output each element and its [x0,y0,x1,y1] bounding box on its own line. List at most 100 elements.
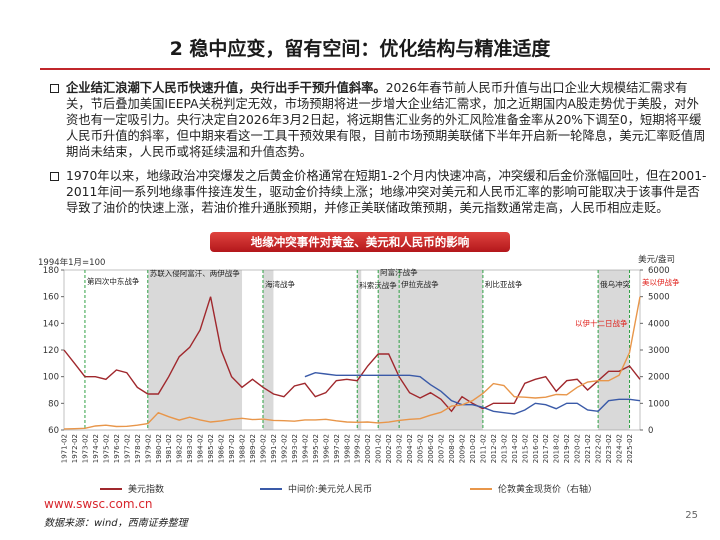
x-tick-label: 1991-02 [270,434,278,463]
x-tick-label: 2006-02 [427,434,435,463]
event-label: 利比亚战争 [485,279,523,289]
x-tick-label: 2005-02 [417,434,425,463]
slide-title: 2 稳中应变，留有空间：优化结构与精准适度 [169,38,551,60]
x-tick-label: 2008-02 [448,434,456,463]
x-tick-label: 2011-02 [479,434,487,463]
x-tick-label: 1995-02 [312,434,320,463]
bullet: 企业结汇浪潮下人民币快速升值，央行出手干预升值斜率。2026年春节前人民币升值与… [48,80,708,160]
x-tick-label: 1987-02 [228,434,236,463]
title-rule [40,68,710,70]
footer-source: 数据来源：wind，西南证券整理 [44,518,188,529]
x-tick-label: 2015-02 [521,434,529,463]
y2-tick-label: 0 [648,426,653,436]
x-tick-label: 2000-02 [364,434,372,463]
x-tick-label: 1985-02 [207,434,215,463]
bullet: 1970年以来，地缘政治冲突爆发之后黄金价格通常在短期1-2个月内快速冲高，冲突… [48,168,708,216]
page-number: 25 [685,510,698,521]
bullet-bold: 企业结汇浪潮下人民币快速升值，央行出手干预升值斜率。 [66,81,386,95]
x-tick-label: 1996-02 [322,434,330,463]
legend-label: 中间价:美元兑人民币 [288,483,372,495]
x-tick-label: 1980-02 [155,434,163,463]
x-tick-label: 1993-02 [291,434,299,463]
x-tick-label: 2019-02 [563,434,571,463]
chart-title: 地缘冲突事件对黄金、美元和人民币的影响 [251,235,470,249]
x-tick-label: 2009-02 [458,434,466,463]
event-label: 伊拉克战争 [401,279,439,289]
x-tick-label: 1975-02 [102,434,110,463]
x-tick-label: 1989-02 [249,434,257,463]
x-tick-label: 1976-02 [113,434,121,463]
conflict-period [147,270,243,430]
conflict-period [378,270,483,430]
x-tick-label: 1997-02 [333,434,341,463]
x-tick-label: 2010-02 [469,434,477,463]
legend-label: 伦敦黄金现货价（右轴） [498,483,597,495]
bullet-text: 2026年春节前人民币升值与出口企业大规模结汇需求有关，节后叠加美国IEEPA关… [66,81,706,159]
conflict-period [357,270,362,430]
x-tick-label: 2012-02 [490,434,498,463]
y2-tick-label: 5000 [648,293,670,303]
x-tick-label: 2013-02 [500,434,508,463]
y-axis-label: 1994年1月=100 [38,257,105,268]
y-tick-label: 180 [43,266,59,276]
chart-title-banner [210,232,510,252]
event-label: 海湾战争 [265,279,295,289]
legend-label: 美元指数 [128,483,164,495]
x-tick-label: 1990-02 [259,434,267,463]
x-tick-label: 2021-02 [584,434,592,463]
conflict-period [598,270,630,430]
y-tick-label: 160 [43,293,59,303]
x-tick-label: 1974-02 [92,434,100,463]
y2-tick-label: 4000 [648,319,670,329]
bullet-text: 1970年以来，地缘政治冲突爆发之后黄金价格通常在短期1-2个月内快速冲高，冲突… [66,169,707,215]
y2-tick-label: 3000 [648,346,670,356]
y2-axis-label: 美元/盎司 [638,254,675,265]
x-tick-label: 2016-02 [532,434,540,463]
x-tick-label: 1994-02 [301,434,309,463]
x-tick-label: 2003-02 [396,434,404,463]
x-tick-label: 1978-02 [134,434,142,463]
event-label: 美以伊战争 [642,277,680,287]
event-label: 第四次中东战争 [87,276,140,286]
x-tick-label: 2014-02 [511,434,519,463]
x-tick-label: 2023-02 [605,434,613,463]
event-label: 俄乌冲突 [600,279,630,289]
x-tick-label: 2024-02 [616,434,624,463]
series-line [304,371,641,415]
x-tick-label: 1983-02 [186,434,194,463]
x-tick-label: 1998-02 [343,434,351,463]
x-tick-label: 2007-02 [438,434,446,463]
y2-tick-label: 1000 [648,399,670,409]
y2-tick-label: 2000 [648,373,670,383]
x-tick-label: 1982-02 [176,434,184,463]
x-tick-label: 1988-02 [239,434,247,463]
event-label: 以伊十二日战争 [575,318,628,328]
x-tick-label: 1986-02 [218,434,226,463]
x-tick-label: 2020-02 [574,434,582,463]
x-tick-label: 2017-02 [542,434,550,463]
conflict-period [262,270,274,430]
y2-tick-label: 6000 [648,266,670,276]
y-tick-label: 60 [48,426,59,436]
y-tick-label: 140 [43,319,59,329]
x-tick-label: 2018-02 [553,434,561,463]
x-tick-label: 2004-02 [406,434,414,463]
event-label: 苏联入侵阿富汗、两伊战争 [150,268,240,278]
x-tick-label: 1972-02 [71,434,79,463]
series-line [63,296,641,413]
x-tick-label: 2025-02 [626,434,634,463]
x-tick-label: 2001-02 [375,434,383,463]
x-tick-label: 1981-02 [165,434,173,463]
x-tick-label: 1979-02 [144,434,152,463]
y-tick-label: 100 [43,373,59,383]
x-tick-label: 1992-02 [280,434,288,463]
y-tick-label: 120 [43,346,59,356]
x-tick-label: 2002-02 [385,434,393,463]
footer-site: www.swsc.com.cn [44,497,153,511]
x-tick-label: 1984-02 [197,434,205,463]
x-tick-label: 1999-02 [354,434,362,463]
x-tick-label: 1977-02 [123,434,131,463]
series-line [63,296,641,430]
